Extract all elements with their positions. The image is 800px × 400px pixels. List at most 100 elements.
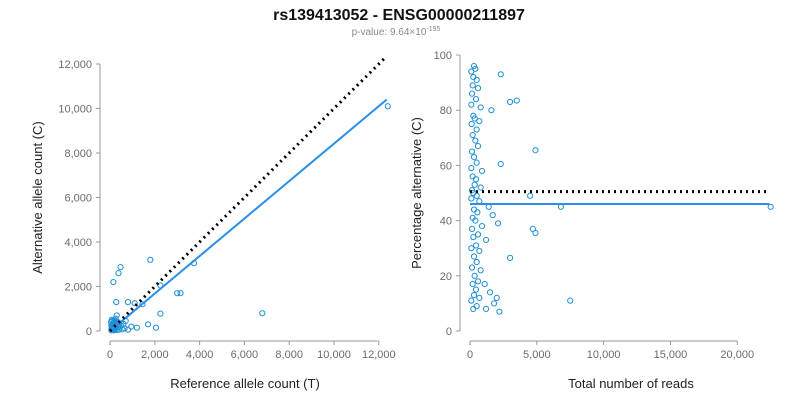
right-data-point — [478, 223, 486, 230]
right-data-point — [477, 267, 484, 274]
right-y-tick-label: 80 — [440, 105, 452, 117]
left-data-point — [133, 324, 140, 331]
left-x-tick-label: 10,000 — [317, 349, 351, 361]
left-y-tick-label: 12,000 — [58, 59, 92, 71]
right-data-point — [469, 82, 476, 89]
left-data-point — [115, 270, 122, 277]
right-scatter-panel: 0 20 40 60 80 100 0 5,000 10,000 15,000 20,000 Tota… — [409, 50, 774, 391]
left-x-tick-label: 0 — [107, 349, 113, 361]
right-data-point — [506, 98, 514, 106]
right-data-point — [468, 245, 475, 252]
right-data-point — [476, 294, 483, 301]
left-y-tick-label: 2,000 — [64, 282, 92, 294]
left-data-point — [152, 324, 160, 331]
left-x-axis-title: Reference allele count (T) — [170, 376, 320, 391]
right-data-point — [482, 236, 490, 244]
right-data-point — [497, 71, 504, 78]
left-y-axis-title: Alternative allele count (C) — [30, 121, 45, 273]
left-reference-line — [108, 55, 388, 333]
right-data-point — [469, 173, 476, 180]
chart-subtitle: p-value: 9.64×10-195 — [352, 26, 441, 38]
right-data-point — [471, 181, 478, 188]
right-y-tick-label: 60 — [440, 160, 452, 172]
right-data-point — [476, 247, 483, 255]
right-y-tick-label: 0 — [446, 326, 452, 338]
left-x-tick-label: 8,000 — [275, 349, 303, 361]
right-data-point — [532, 229, 539, 237]
right-data-point — [470, 154, 478, 161]
right-data-point — [473, 159, 480, 166]
right-data-point — [468, 225, 476, 232]
right-data-point — [474, 209, 481, 216]
left-data-point — [128, 323, 135, 330]
right-data-point — [472, 286, 480, 293]
right-data-point — [473, 126, 480, 133]
left-data-point — [124, 298, 132, 306]
right-data-point — [470, 206, 478, 213]
left-data-point — [124, 326, 132, 333]
right-data-point — [468, 264, 476, 271]
left-x-tick-label: 2,000 — [141, 349, 169, 361]
right-data-point — [472, 242, 480, 249]
right-data-point — [567, 297, 574, 304]
right-data-point — [527, 192, 534, 199]
left-data-point — [147, 256, 154, 263]
left-data-point — [113, 312, 120, 319]
right-data-point — [474, 278, 482, 285]
left-y-tick-label: 8,000 — [64, 148, 92, 160]
right-data-point — [474, 231, 482, 238]
right-data-point — [497, 160, 504, 168]
right-data-point — [469, 280, 476, 288]
left-data-point — [174, 290, 181, 297]
right-x-axis-title: Total number of reads — [568, 376, 694, 391]
p-value-text: p-value: 9.64×10 — [352, 27, 427, 38]
left-x-tick-label: 12,000 — [362, 349, 396, 361]
right-data-point — [489, 211, 496, 219]
right-data-point — [513, 97, 520, 104]
p-value-exponent: -195 — [426, 26, 440, 33]
right-data-point — [468, 148, 476, 155]
right-data-point — [473, 192, 480, 199]
left-data-point — [131, 300, 138, 307]
right-data-point — [472, 137, 479, 144]
right-data-point — [468, 120, 475, 128]
right-data-point — [493, 294, 500, 301]
left-data-point — [110, 278, 117, 286]
right-data-point — [473, 258, 480, 266]
left-data-point — [117, 264, 124, 271]
right-data-point — [473, 303, 480, 310]
left-data-point — [121, 325, 128, 332]
right-data-point — [471, 272, 478, 279]
right-data-point — [506, 254, 514, 261]
right-data-point — [490, 300, 498, 307]
left-data-point — [139, 301, 146, 308]
left-y-tick-label: 6,000 — [64, 193, 92, 205]
right-y-tick-label: 20 — [440, 271, 452, 283]
right-data-point — [472, 176, 480, 183]
left-y-tick-label: 4,000 — [64, 237, 92, 249]
right-data-point — [474, 142, 482, 150]
right-data-point — [470, 292, 478, 299]
chart-title: rs139413052 - ENSG00000211897 — [273, 7, 525, 24]
left-data-point — [108, 327, 115, 334]
left-y-tick-label: 0 — [86, 326, 92, 338]
left-x-tick-label: 6,000 — [231, 349, 259, 361]
left-data-point — [113, 298, 120, 306]
right-y-tick-label: 40 — [440, 216, 452, 228]
left-data-point — [177, 290, 184, 297]
right-data-point — [472, 217, 479, 224]
right-data-point — [468, 297, 475, 304]
right-data-point — [488, 107, 495, 114]
left-x-tick-label: 4,000 — [186, 349, 214, 361]
right-data-point — [473, 76, 480, 83]
right-data-point — [476, 118, 483, 125]
right-data-point — [470, 253, 478, 260]
left-y-tick-label: 10,000 — [58, 104, 92, 116]
right-data-point — [767, 203, 774, 210]
right-data-point — [472, 96, 480, 103]
left-data-point — [157, 310, 164, 317]
right-data-point — [468, 165, 475, 172]
right-data-point — [474, 85, 482, 92]
right-data-point — [470, 73, 477, 81]
